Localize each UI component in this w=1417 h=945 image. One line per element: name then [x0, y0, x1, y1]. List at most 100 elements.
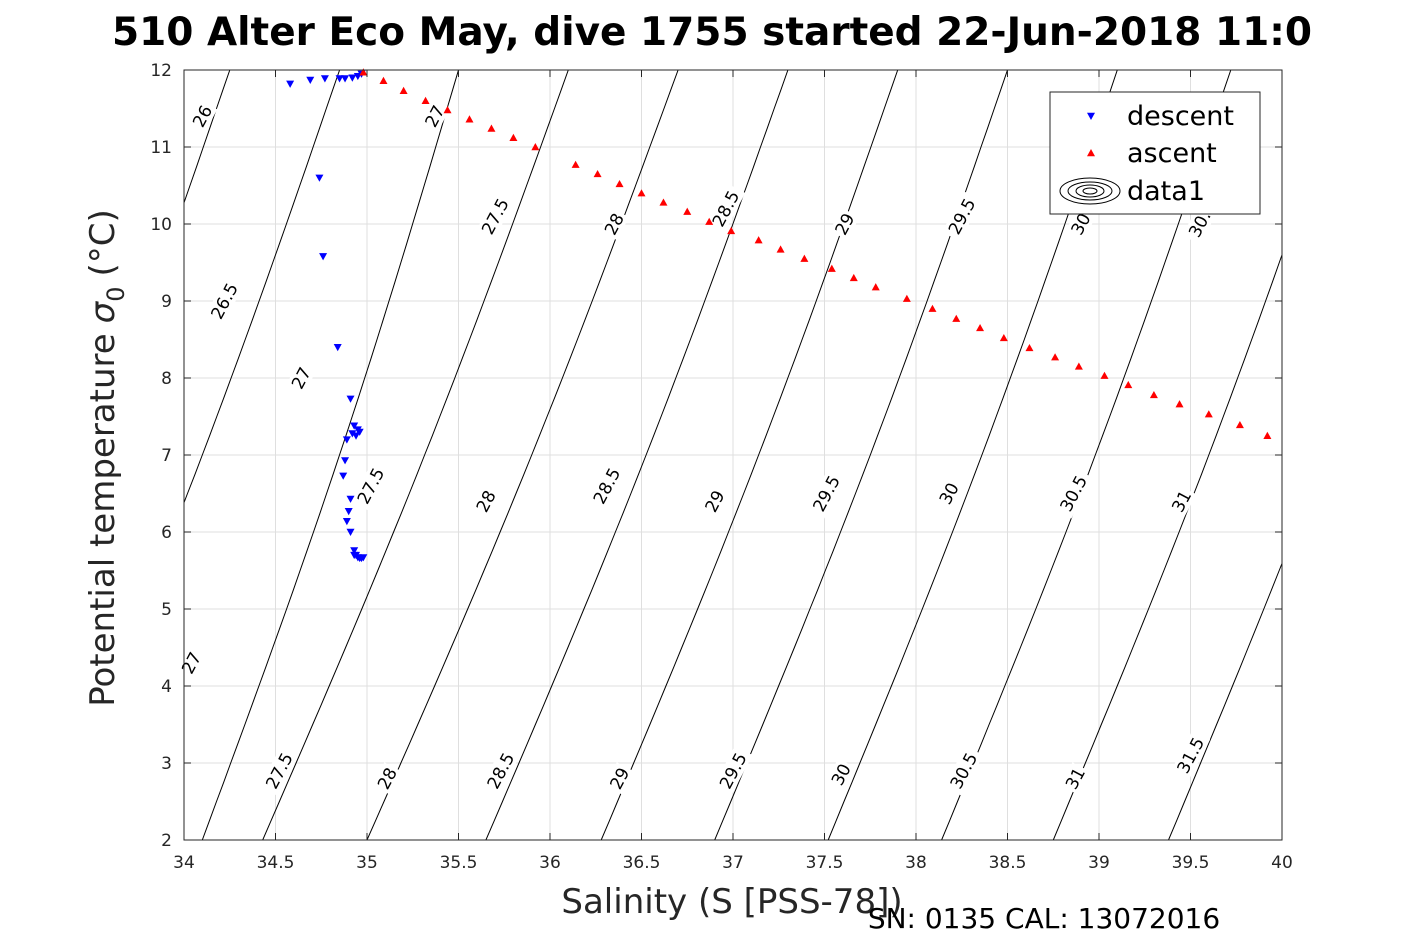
ascent-series — [359, 68, 1272, 439]
legend-box — [1049, 91, 1261, 215]
ascent-point — [615, 179, 624, 188]
ascent-point — [1074, 362, 1083, 370]
descent-point — [333, 344, 342, 352]
contour-label-bg — [351, 460, 391, 511]
ascent-point — [1124, 380, 1133, 389]
x-tick-label: 34 — [173, 853, 195, 873]
legend-contour-ring — [1082, 187, 1098, 195]
y-tick-label: 10 — [150, 215, 172, 235]
descent-point — [315, 174, 324, 182]
x-axis-ticks: 34 34.5 35 35.5 36 36.5 37 37.5 38 38.5 39 39.5 40 — [173, 70, 1293, 873]
descent-point — [339, 472, 348, 480]
x-tick-label: 34.5 — [257, 853, 295, 873]
contour-label-bg — [826, 758, 856, 791]
y-axis-label-text: Potential temperature σ0 (°C) — [83, 209, 130, 707]
ascent-point — [487, 124, 496, 132]
legend-contour-ring — [1059, 177, 1121, 205]
descent-point — [335, 75, 344, 83]
ascent-point — [421, 96, 430, 104]
ascent-point — [902, 294, 911, 302]
descent-point — [342, 518, 351, 526]
y-tick-label: 7 — [161, 446, 172, 466]
y-tick-label: 5 — [161, 600, 172, 620]
ascent-point — [800, 254, 809, 262]
ascent-point — [1263, 431, 1272, 439]
y-tick-label: 9 — [161, 292, 172, 312]
descent-point — [350, 547, 359, 555]
ascent-point — [359, 68, 368, 76]
descent-point — [352, 432, 361, 440]
descent-point — [350, 422, 359, 430]
contour-label-bg — [713, 745, 753, 796]
ascent-point — [399, 86, 408, 94]
ascent-point — [1149, 390, 1158, 399]
ascent-point — [727, 226, 736, 235]
descent-point — [306, 76, 315, 85]
ascent-point — [531, 143, 540, 151]
legend-ascent-label: ascent — [1127, 138, 1217, 169]
contour-label-bg — [706, 183, 746, 234]
y-tick-label: 3 — [161, 754, 172, 774]
contour-label-bg — [1053, 468, 1094, 519]
descent-point — [346, 495, 355, 503]
contour-label-31: 31 — [1060, 762, 1091, 795]
y-tick-label: 6 — [161, 523, 172, 543]
contour-label-bg — [286, 361, 317, 395]
contour-label-bg — [204, 275, 244, 327]
isopycnal-26 — [184, 70, 231, 205]
contour-label-bg — [259, 745, 299, 796]
ascent-point — [509, 133, 518, 141]
contour-label-bg — [470, 485, 501, 518]
contour-label-bg — [587, 460, 627, 511]
legend: descent ascent data1 — [1049, 91, 1261, 215]
descent-point — [341, 457, 350, 465]
legend-ascent-marker — [1087, 149, 1095, 157]
descent-point — [346, 395, 355, 403]
ascent-point — [683, 207, 692, 215]
ascent-point — [1235, 420, 1244, 429]
legend-contour-icon — [1059, 177, 1121, 205]
contour-label-bg — [806, 468, 846, 519]
ascent-point — [443, 106, 452, 114]
ascent-point — [705, 217, 714, 225]
y-tick-label: 2 — [161, 831, 172, 851]
chart-title: 510 Alter Eco May, dive 1755 started 22-… — [112, 10, 1312, 55]
isopycnal-26.5 — [184, 70, 341, 505]
contour-label-bg — [942, 191, 982, 242]
x-tick-label: 35.5 — [440, 853, 478, 873]
legend-data1-label: data1 — [1127, 176, 1205, 207]
contour-label-bg — [372, 762, 403, 795]
legend-contour-ring — [1075, 184, 1105, 198]
isopycnal-31.5 — [1168, 562, 1282, 840]
contour-label-bg — [829, 207, 860, 241]
y-axis-label-subscript: 0 — [102, 286, 130, 301]
contour-label-bg — [604, 762, 635, 795]
isopycnal-29 — [600, 70, 899, 840]
ascent-point — [637, 189, 646, 197]
ascent-point — [1100, 371, 1109, 379]
ascent-point — [849, 273, 858, 282]
ascent-point — [659, 198, 668, 206]
contour-label-bg — [699, 485, 730, 518]
descent-point — [348, 74, 357, 82]
contour-label-29: 29 — [604, 762, 635, 795]
y-axis-label-symbol: σ — [83, 300, 123, 323]
legend-contour-ring — [1067, 181, 1113, 201]
ascent-point — [776, 245, 785, 253]
y-axis-label: Potential temperature σ0 (°C) — [83, 209, 130, 707]
legend-descent-marker — [1087, 112, 1095, 120]
descent-point — [348, 430, 357, 438]
ascent-point — [1025, 343, 1034, 352]
contour-label-29: 29 — [829, 207, 860, 241]
ascent-point — [999, 333, 1008, 342]
contour-label-27: 27 — [419, 100, 450, 133]
contour-label-bg — [933, 477, 964, 510]
x-tick-label: 37.5 — [806, 853, 844, 873]
contour-label-bg — [943, 745, 984, 796]
y-tick-label: 11 — [150, 138, 172, 158]
x-tick-label: 39 — [1088, 853, 1110, 873]
contour-label-bg — [1170, 730, 1211, 781]
contour-label-bg — [187, 100, 218, 133]
descent-point — [355, 428, 364, 436]
